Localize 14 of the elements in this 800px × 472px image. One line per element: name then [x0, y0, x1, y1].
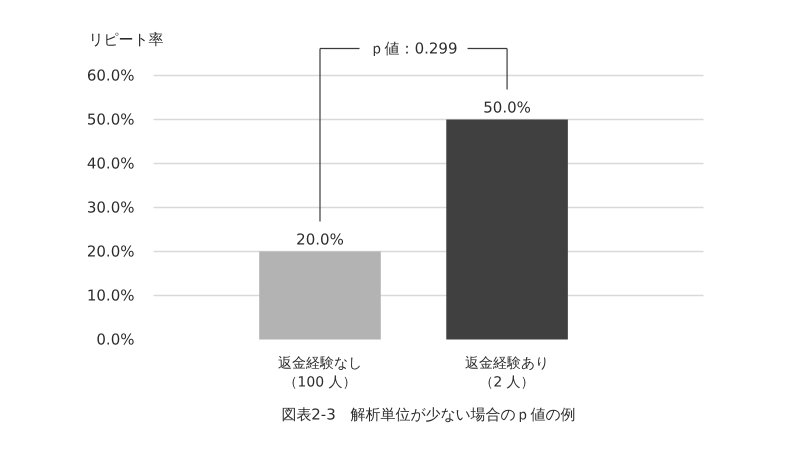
- x-tick-label: 返金経験あり（2 人）: [465, 356, 550, 391]
- y-tick-label: 10.0%: [86, 286, 135, 304]
- y-tick-label: 60.0%: [86, 66, 135, 84]
- y-axis-title: リピート率: [88, 30, 164, 48]
- y-tick-label: 0.0%: [96, 330, 134, 348]
- text: 図表2-3 解析単位が少ない場合のｐ値の例: [281, 406, 576, 424]
- text: ｐ値：0.299: [370, 40, 458, 58]
- y-tick-label: 40.0%: [86, 154, 135, 172]
- data-label: 20.0%: [296, 230, 344, 248]
- y-tick-label: 30.0%: [86, 198, 135, 216]
- y-tick-label: 20.0%: [86, 242, 135, 260]
- data-label: 50.0%: [483, 98, 531, 116]
- x-tick-label: 返金経験なし（100 人）: [278, 356, 362, 391]
- y-tick-label: 50.0%: [86, 110, 135, 128]
